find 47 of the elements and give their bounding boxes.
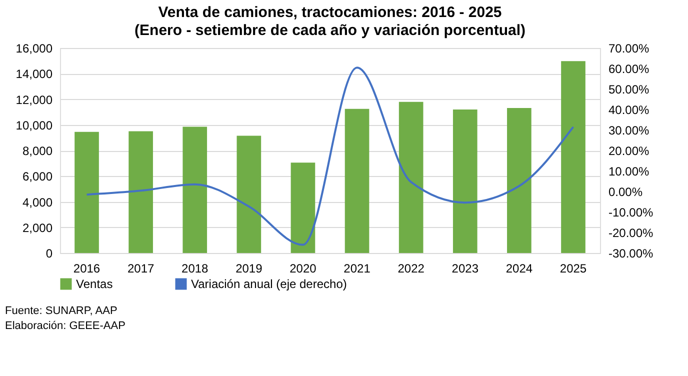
y2-tick-label: -20.00% (608, 226, 654, 240)
y2-tick-label: 0.00% (608, 185, 643, 199)
x-tick-label: 2023 (452, 262, 479, 276)
x-tick-label: 2022 (398, 262, 425, 276)
x-tick-label: 2020 (290, 262, 317, 276)
y2-tick-label: 60.00% (608, 62, 650, 76)
x-tick-label: 2016 (73, 262, 100, 276)
y2-tick-label: 50.00% (608, 82, 650, 96)
y-tick-label: 0 (46, 246, 53, 260)
x-tick-label: 2024 (506, 262, 533, 276)
y-tick-label: 4,000 (22, 195, 53, 210)
legend-label: Variación anual (eje derecho) (191, 277, 347, 291)
bar (398, 102, 424, 253)
y2-tick-label: -30.00% (608, 246, 654, 260)
y-tick-label: 14,000 (16, 67, 53, 82)
bar (452, 110, 478, 253)
y-tick-label: 12,000 (16, 92, 53, 107)
bar (74, 132, 99, 253)
bar (290, 162, 316, 253)
y2-tick-label: 20.00% (608, 144, 650, 158)
x-tick-label: 2017 (127, 262, 154, 276)
y2-tick-label: 30.00% (608, 124, 650, 138)
line-series (86, 66, 574, 246)
x-tick-label: 2025 (560, 262, 587, 276)
x-tick-label: 2018 (182, 262, 209, 276)
bar (182, 126, 208, 253)
chart-title: Venta de camiones, tractocamiones: 2016 - 2025 (158, 4, 502, 21)
chart-subtitle: (Enero - setiembre de cada año y variación porcentual) (134, 22, 526, 39)
y-tick-label: 8,000 (22, 144, 53, 158)
x-tick-label: 2021 (344, 262, 371, 276)
bar (344, 108, 370, 253)
legend-label: Ventas (76, 277, 113, 291)
bar (128, 131, 153, 253)
text: Elaboración: GEEE-AAP (5, 320, 126, 332)
y-tick-label: 6,000 (22, 170, 53, 184)
y-tick-label: 16,000 (16, 42, 53, 56)
bar (561, 61, 586, 253)
y-tick-label: 2,000 (22, 220, 53, 235)
y-tick-label: 10,000 (16, 118, 53, 132)
y2-tick-label: 10.00% (608, 164, 650, 178)
y2-tick-label: -10.00% (608, 206, 654, 220)
x-tick-label: 2019 (236, 262, 263, 276)
source-note: Fuente: SUNARP, AAP (5, 305, 118, 317)
y2-tick-label: 70.00% (608, 42, 650, 56)
y2-tick-label: 40.00% (608, 103, 650, 117)
bar (507, 108, 532, 253)
bar (236, 136, 262, 253)
